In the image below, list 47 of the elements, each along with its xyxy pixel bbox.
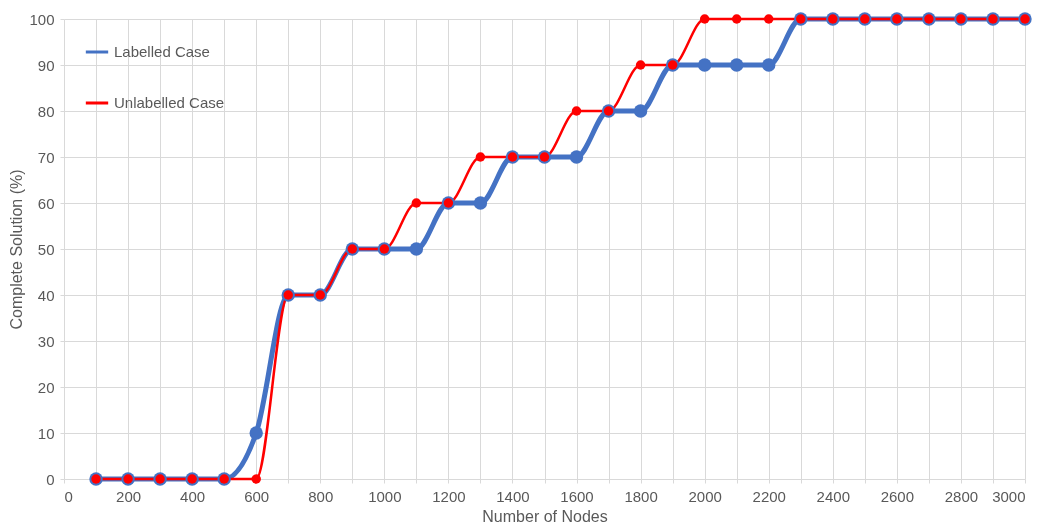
x-tick-label: 0 (64, 487, 73, 505)
x-tick-label: 1600 (560, 487, 594, 505)
point (409, 242, 424, 256)
x-tick-label: 2000 (688, 487, 722, 505)
point (731, 14, 742, 24)
y-tick-label: 100 (29, 10, 55, 28)
x-tick-label: 1400 (496, 487, 530, 505)
point (475, 152, 486, 162)
x-tick-label: 1200 (432, 487, 466, 505)
point (249, 426, 263, 440)
y-tick-label: 60 (37, 194, 55, 212)
point (571, 106, 582, 116)
x-tick-label: 2400 (816, 487, 850, 505)
point (699, 14, 710, 24)
point (411, 198, 422, 208)
y-tick-label: 40 (37, 286, 55, 304)
x-tick-label: 400 (180, 487, 206, 505)
x-tick-label: 1000 (368, 487, 402, 505)
y-tick-label: 80 (37, 102, 55, 120)
point (473, 196, 488, 210)
x-tick-label: 800 (308, 487, 334, 505)
y-tick-label: 0 (46, 470, 55, 488)
point (635, 60, 646, 70)
point (251, 474, 261, 484)
x-tick-label: 2600 (880, 487, 915, 505)
x-tick-label: 2800 (944, 487, 979, 505)
x-tick-label: 2200 (752, 487, 786, 505)
x-tick-label: 600 (244, 487, 270, 505)
y-tick-label: 10 (37, 424, 55, 442)
legend-label: Labelled Case (114, 43, 210, 60)
x-tick-label: 3000 (992, 487, 1026, 505)
point (697, 58, 712, 72)
x-tick-label: 200 (116, 487, 142, 505)
x-tick-label: 1800 (624, 487, 658, 505)
y-tick-label: 30 (37, 332, 55, 350)
y-axis-title: Complete Solution (%) (8, 169, 26, 330)
y-tick-label: 50 (37, 240, 55, 258)
point (762, 58, 776, 72)
y-tick-label: 20 (37, 378, 55, 396)
legend-label: Unlabelled Case (114, 94, 225, 111)
x-axis-title: Number of Nodes (482, 507, 608, 525)
point (633, 104, 648, 118)
point (763, 14, 774, 24)
point (569, 150, 584, 164)
y-tick-label: 90 (37, 56, 55, 74)
point (729, 58, 744, 72)
y-tick-label: 70 (37, 148, 55, 166)
